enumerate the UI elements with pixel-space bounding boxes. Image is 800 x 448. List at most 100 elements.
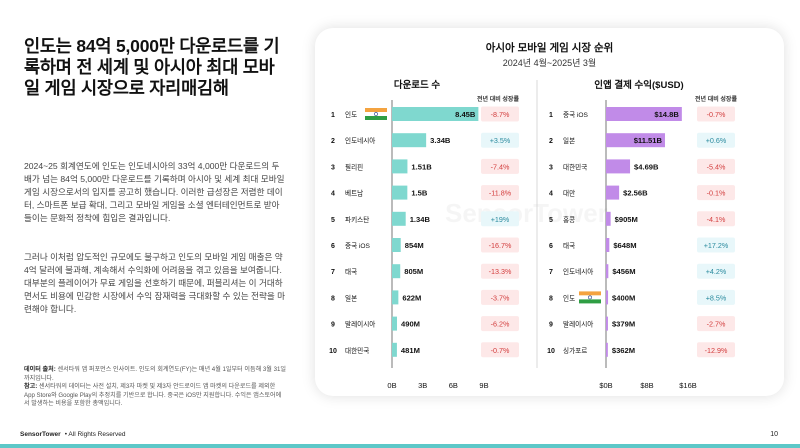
- revenue-rank: 4: [549, 191, 553, 198]
- downloads-rank: 8: [331, 295, 335, 302]
- downloads-category-label: 파키스탄: [345, 215, 369, 224]
- revenue-bar: [606, 264, 609, 279]
- downloads-growth-badge: [481, 158, 519, 174]
- revenue-growth-badge: [697, 316, 735, 332]
- downloads-growth-label: -16.7%: [489, 241, 512, 250]
- downloads-growth-label: -11.8%: [489, 189, 512, 198]
- downloads-value-label: 854M: [405, 241, 424, 250]
- footer-bar: [0, 444, 800, 448]
- revenue-rank: 7: [549, 269, 553, 276]
- downloads-growth-label: -13.3%: [489, 267, 512, 276]
- downloads-rank: 7: [331, 269, 335, 276]
- revenue-bar: [606, 342, 608, 357]
- india-flag-icon: [365, 108, 387, 120]
- revenue-x-tick-label: $16B: [679, 381, 697, 390]
- revenue-bar: [606, 159, 631, 174]
- revenue-value-label: $362M: [612, 346, 635, 355]
- revenue-rank: 10: [547, 348, 555, 355]
- downloads-growth-badge: [481, 132, 519, 148]
- downloads-growth-header: 전년 대비 성장률: [477, 95, 519, 103]
- revenue-growth-label: +17.2%: [704, 241, 729, 250]
- revenue-growth-label: -0.7%: [707, 110, 726, 119]
- downloads-x-tick-label: 6B: [449, 381, 458, 390]
- revenue-bar: [606, 107, 682, 121]
- revenue-x-tick-label: $8B: [640, 381, 653, 390]
- downloads-growth-label: -6.2%: [491, 320, 510, 329]
- downloads-value-label: 805M: [404, 267, 423, 276]
- downloads-category-label: 인도: [345, 110, 357, 119]
- footer: SensorTower • All Rights Reserved: [20, 431, 126, 438]
- downloads-x-tick-label: 9B: [479, 381, 488, 390]
- revenue-value-label: $905M: [615, 215, 638, 224]
- revenue-panel-title: 인앱 결제 수익($USD): [594, 79, 683, 91]
- text-column: 인도는 84억 5,000만 다운로드를 기록하며 전 세계 및 아시아 최대 …: [0, 0, 286, 448]
- downloads-bar: [392, 290, 399, 305]
- revenue-rank: 9: [549, 322, 553, 329]
- revenue-growth-label: -0.1%: [707, 189, 726, 198]
- downloads-category-label: 대한민국: [345, 346, 369, 355]
- revenue-growth-label: +4.2%: [706, 267, 727, 276]
- revenue-value-label: $456M: [612, 267, 635, 276]
- downloads-growth-badge: [481, 263, 519, 279]
- downloads-growth-label: +19%: [491, 215, 510, 224]
- downloads-growth-badge: [481, 211, 519, 227]
- downloads-rank: 10: [329, 348, 337, 355]
- downloads-growth-badge: [481, 342, 519, 358]
- downloads-growth-badge: [481, 185, 519, 201]
- revenue-growth-label: -5.4%: [707, 162, 726, 171]
- downloads-bar: [392, 316, 398, 331]
- downloads-growth-label: +3.5%: [490, 136, 511, 145]
- downloads-bar: [392, 264, 401, 279]
- downloads-value-label: 8.45B: [455, 110, 476, 119]
- downloads-growth-badge: [481, 237, 519, 253]
- revenue-rank: 3: [549, 164, 553, 171]
- india-flag-icon: [579, 291, 601, 304]
- downloads-rank: 6: [331, 243, 335, 250]
- downloads-rank: 1: [331, 112, 335, 119]
- revenue-category-label: 인도: [563, 293, 575, 302]
- revenue-category-label: 태국: [563, 242, 575, 250]
- revenue-category-label: 싱가포르: [563, 346, 587, 355]
- sensortower-logo: SensorTower: [20, 431, 61, 438]
- downloads-x-tick-label: 3B: [418, 381, 427, 390]
- downloads-rank: 5: [331, 217, 335, 224]
- revenue-bar: [606, 185, 620, 200]
- revenue-growth-label: -4.1%: [707, 215, 726, 224]
- downloads-growth-label: -8.7%: [491, 110, 510, 119]
- downloads-growth-label: -0.7%: [491, 346, 510, 355]
- revenue-value-label: $379M: [612, 320, 635, 329]
- downloads-category-label: 필리핀: [345, 162, 363, 171]
- revenue-bar: [606, 238, 610, 252]
- downloads-bar: [392, 185, 408, 200]
- revenue-category-label: 대한민국: [563, 162, 587, 171]
- revenue-value-label: $11.51B: [634, 136, 663, 145]
- revenue-category-label: 홍콩: [563, 215, 575, 224]
- revenue-growth-badge: [697, 263, 735, 279]
- chart-title: 아시아 모바일 게임 시장 순위: [485, 42, 614, 54]
- revenue-rank: 1: [549, 112, 553, 119]
- revenue-growth-badge: [697, 211, 735, 227]
- downloads-value-label: 1.51B: [411, 162, 432, 171]
- revenue-value-label: $4.69B: [634, 162, 659, 171]
- body-paragraph-2: 그러나 이처럼 압도적인 규모에도 불구하고 인도의 모바일 게임 매출은 약 …: [24, 252, 286, 314]
- downloads-rank: 3: [331, 164, 335, 171]
- ranking-charts: 다운로드 수전년 대비 성장률 1 인도 8.45B -8.7% 2 인도네시아 3.34B +…: [329, 79, 737, 390]
- source-label: 데이터 출처:: [24, 366, 56, 373]
- downloads-category-label: 중국 iOS: [345, 242, 371, 250]
- downloads-growth-badge: [481, 106, 519, 122]
- revenue-category-label: 인도네시아: [563, 267, 593, 276]
- downloads-rank: 4: [331, 191, 335, 198]
- revenue-value-label: $2.56B: [623, 189, 648, 198]
- revenue-rank: 8: [549, 295, 553, 302]
- chart-subtitle: 2024년 4월~2025년 3월: [502, 58, 597, 68]
- revenue-growth-badge: [697, 158, 735, 174]
- revenue-bar: [606, 133, 665, 148]
- revenue-growth-badge: [697, 185, 735, 201]
- revenue-category-label: 대만: [563, 189, 575, 198]
- downloads-growth-badge: [481, 316, 519, 332]
- downloads-category-label: 일본: [345, 293, 357, 302]
- chart-panel: SensorTower 아시아 모바일 게임 시장 순위 2024년 4월~20…: [315, 28, 784, 396]
- revenue-growth-badge: [697, 106, 735, 122]
- downloads-bar: [392, 211, 406, 226]
- revenue-category-label: 말레이시아: [563, 320, 593, 329]
